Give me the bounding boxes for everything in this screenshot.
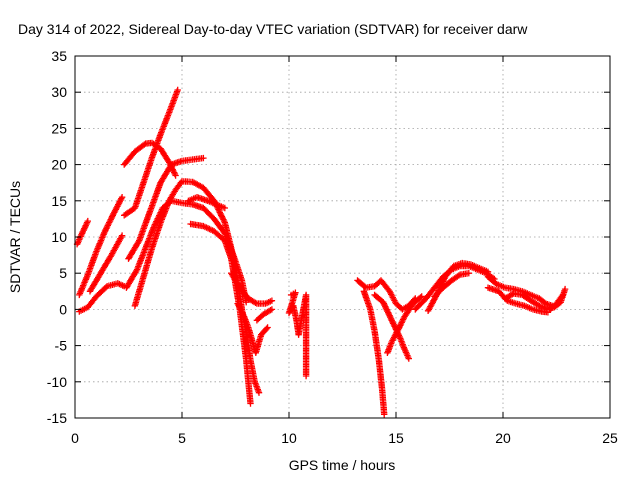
- y-tick-label: 20: [51, 157, 67, 173]
- data-point: [561, 285, 569, 293]
- x-tick-label: 10: [281, 430, 297, 446]
- data-point: [263, 325, 270, 332]
- y-tick-label: 15: [51, 193, 67, 209]
- data-point: [104, 222, 111, 229]
- data-point: [252, 299, 259, 306]
- y-tick-label: -5: [55, 338, 68, 354]
- series-arc16: [354, 277, 419, 313]
- series-arc26: [546, 291, 567, 313]
- series-arc22: [431, 270, 472, 300]
- series-arc15: [285, 289, 310, 380]
- series-arc14: [253, 306, 276, 324]
- series-arc2: [76, 194, 126, 299]
- data-point: [172, 172, 179, 179]
- data-point: [221, 204, 228, 212]
- data-point: [84, 217, 91, 225]
- y-tick-label: -15: [47, 410, 67, 426]
- data-point: [118, 232, 126, 239]
- x-axis-label: GPS time / hours: [289, 457, 396, 473]
- data-point: [235, 301, 242, 309]
- data-point: [398, 319, 405, 326]
- chart-title: Day 314 of 2022, Sidereal Day-to-day VTE…: [18, 21, 528, 37]
- data-point: [302, 372, 310, 380]
- y-tick-label: 30: [51, 84, 67, 100]
- data-point: [267, 307, 274, 314]
- data-point: [559, 291, 567, 299]
- data-point: [238, 309, 246, 316]
- data-point: [177, 179, 185, 186]
- x-tick-label: 25: [602, 430, 618, 446]
- data-point: [247, 400, 254, 407]
- data-point: [243, 299, 250, 306]
- x-tick-label: 0: [71, 430, 79, 446]
- series-arc8: [125, 154, 207, 262]
- data-point: [171, 169, 178, 176]
- data-point: [397, 322, 404, 329]
- data-point: [108, 213, 116, 220]
- data-point: [240, 312, 247, 319]
- y-tick-label: -10: [47, 374, 67, 390]
- y-tick-label: 35: [51, 48, 67, 64]
- series-arc6: [121, 86, 181, 219]
- data-point: [216, 209, 223, 216]
- data-point: [455, 272, 462, 279]
- data-point: [135, 238, 142, 246]
- data-point: [395, 325, 403, 332]
- series-arc23: [484, 273, 556, 309]
- data-point: [219, 215, 226, 222]
- series-arc12: [228, 270, 276, 307]
- series-arc13: [234, 300, 271, 356]
- data-point: [141, 141, 148, 148]
- data-point: [255, 389, 263, 396]
- x-tick-label: 15: [388, 430, 404, 446]
- data-point: [405, 355, 412, 362]
- data-point: [107, 216, 114, 223]
- data-point: [174, 86, 181, 94]
- y-tick-label: 0: [59, 301, 67, 317]
- plot-area: [73, 86, 569, 418]
- data-point: [268, 306, 276, 313]
- x-tick-label: 20: [495, 430, 511, 446]
- y-tick-label: 10: [51, 229, 67, 245]
- x-tick-label: 5: [178, 430, 186, 446]
- data-point: [264, 324, 271, 331]
- axes: -15 -10 -5 0 5 10 15 20 25 30 35 0 5 10 15 20 25: [47, 48, 618, 446]
- data-point: [118, 194, 126, 201]
- data-point: [417, 294, 424, 301]
- series-arc19: [384, 293, 425, 356]
- data-point: [237, 306, 244, 313]
- series-arc1: [73, 217, 91, 248]
- data-point: [418, 293, 425, 300]
- data-point: [103, 225, 110, 232]
- series-arc11: [187, 220, 254, 407]
- y-tick-label: 25: [51, 120, 67, 136]
- grid: [75, 56, 610, 418]
- data-point: [220, 217, 228, 225]
- y-tick-label: 5: [59, 265, 67, 281]
- series-arc10: [185, 194, 228, 212]
- data-point: [200, 154, 207, 162]
- data-point: [101, 228, 109, 235]
- series-arc17: [360, 288, 388, 418]
- series-arc7: [123, 197, 250, 306]
- data-point: [465, 270, 472, 277]
- data-point: [268, 297, 276, 304]
- data-point: [381, 411, 388, 418]
- series-arc4: [86, 232, 126, 295]
- y-axis-label: SDTVAR / TECUs: [7, 181, 23, 293]
- data-point: [236, 304, 243, 312]
- series-arc3: [76, 280, 128, 315]
